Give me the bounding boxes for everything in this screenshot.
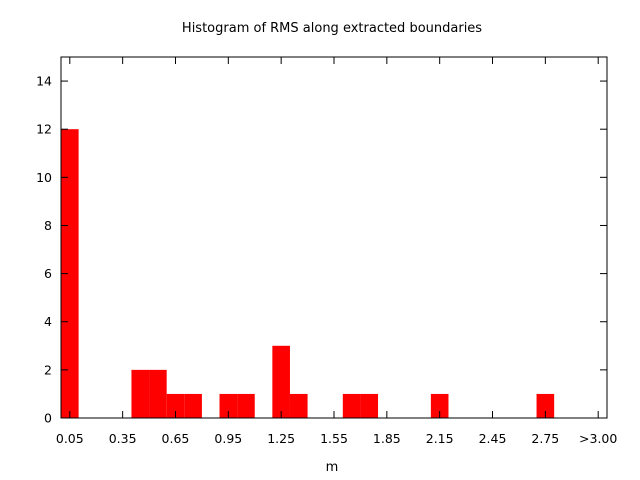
x-tick-label: 0.95	[214, 431, 242, 446]
x-tick-label: 0.65	[162, 431, 190, 446]
histogram-bar	[184, 393, 202, 418]
y-tick-label: 4	[44, 314, 52, 329]
x-tick-label: 1.55	[320, 431, 348, 446]
y-tick-label: 12	[36, 122, 52, 137]
y-tick-label: 2	[44, 362, 52, 377]
histogram-bar	[237, 393, 255, 418]
y-tick-label: 8	[44, 218, 52, 233]
histogram-bar	[360, 393, 379, 418]
histogram-bar	[272, 345, 290, 418]
histogram-bar	[131, 369, 150, 418]
x-tick-label: 1.25	[267, 431, 295, 446]
histogram-bar	[536, 393, 555, 418]
y-tick-label: 10	[36, 170, 52, 185]
x-tick-label: 2.75	[531, 431, 559, 446]
y-tick-label: 14	[36, 74, 52, 89]
plot-frame	[60, 56, 608, 419]
x-tick-label: 0.05	[56, 431, 84, 446]
y-tick-label: 6	[44, 266, 52, 281]
x-tick-label: 2.15	[426, 431, 454, 446]
x-axis-label: m	[326, 460, 339, 475]
x-tick-label: 1.85	[373, 431, 401, 446]
histogram-bar	[342, 393, 361, 418]
histogram-bar	[166, 393, 185, 418]
histogram-bar	[289, 393, 308, 418]
ticks-group: 0 2 4 6 8 10 12 14 0.05 0.35 0.65 0.95 1.25 1.55 1.85 2…	[36, 57, 617, 446]
y-tick-label: 0	[44, 411, 52, 426]
x-tick-label: >3.00	[579, 431, 617, 446]
x-tick-label: 2.45	[479, 431, 507, 446]
histogram-bar	[61, 129, 79, 418]
chart-title: Histogram of RMS along extracted boundar…	[182, 21, 482, 36]
histogram-bar	[219, 393, 238, 418]
histogram-bar	[430, 393, 449, 418]
bars-group	[61, 129, 555, 418]
x-tick-label: 0.35	[109, 431, 137, 446]
histogram-bar	[149, 369, 167, 418]
